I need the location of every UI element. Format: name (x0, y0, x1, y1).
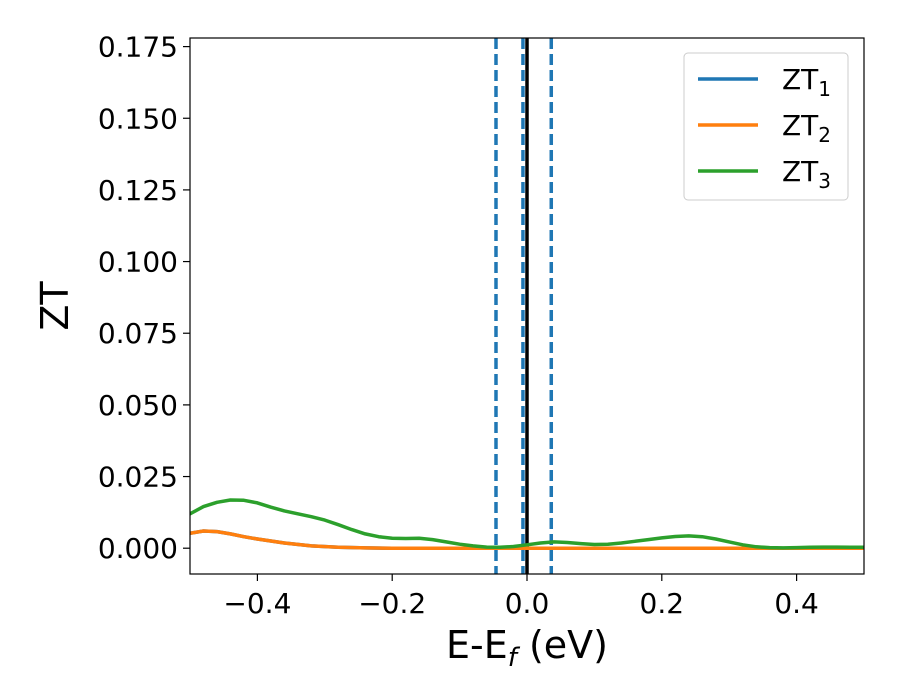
x-tick-label: −0.2 (358, 587, 426, 620)
x-tick-label: 0.0 (505, 587, 550, 620)
series-line-3 (190, 498, 864, 550)
legend-label-main: ZT (782, 63, 819, 96)
legend-box (683, 52, 849, 201)
legend-label-subscript: 3 (818, 169, 831, 193)
x-axis-label-main: E-E (446, 623, 508, 667)
series-layer (190, 498, 864, 550)
legend-label-subscript: 2 (818, 123, 831, 147)
reference-lines (494, 38, 554, 574)
legend-label-main: ZT (782, 109, 819, 142)
y-axis-label: ZT (33, 281, 77, 331)
y-tick-label: 0.075 (98, 317, 178, 350)
legend-label-3: ZT3 (782, 155, 831, 193)
legend-label-1: ZT1 (782, 63, 831, 101)
legend-label-main: ZT (782, 155, 819, 188)
x-tick-label: −0.4 (223, 587, 291, 620)
y-tick-label: 0.025 (98, 461, 178, 494)
y-tick-label: 0.150 (98, 102, 178, 135)
y-axis: 0.000 0.025 0.050 0.075 0.100 0.125 0.150 0.175 (98, 31, 190, 565)
x-axis-label: E-Ef (eV) (446, 623, 608, 673)
x-axis-label-unit: (eV) (517, 623, 608, 667)
y-tick-label: 0.100 (98, 246, 178, 279)
x-axis: −0.4 −0.2 0.0 0.2 0.4 (223, 574, 819, 620)
x-tick-label: 0.4 (774, 587, 819, 620)
y-tick-label: 0.050 (98, 389, 178, 422)
y-tick-label: 0.175 (98, 31, 178, 64)
legend-label-2: ZT2 (782, 109, 831, 147)
x-tick-label: 0.2 (640, 587, 685, 620)
series-line-2 (190, 529, 864, 550)
legend-label-subscript: 1 (818, 77, 831, 101)
y-tick-label: 0.125 (98, 174, 178, 207)
y-tick-label: 0.000 (98, 532, 178, 565)
